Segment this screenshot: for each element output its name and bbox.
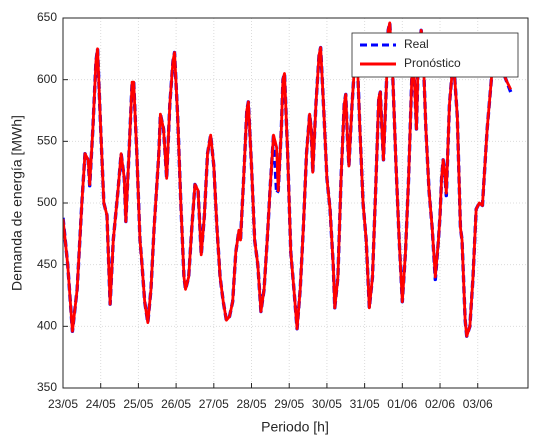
y-tick-label: 450 bbox=[37, 257, 57, 271]
x-tick-label: 03/06 bbox=[463, 397, 493, 411]
x-tick-label: 31/05 bbox=[350, 397, 380, 411]
y-axis-title: Demanda de energía [MWh] bbox=[9, 115, 25, 291]
x-tick-label: 02/06 bbox=[425, 397, 455, 411]
x-tick-label: 01/06 bbox=[387, 397, 417, 411]
y-tick-label: 500 bbox=[37, 195, 57, 209]
x-tick-label: 26/05 bbox=[161, 397, 191, 411]
plot-frame bbox=[62, 17, 529, 389]
x-tick-label: 27/05 bbox=[199, 397, 229, 411]
y-tick-label: 350 bbox=[37, 380, 57, 394]
y-tick-label: 550 bbox=[37, 134, 57, 148]
x-axis-title: Periodo [h] bbox=[261, 419, 329, 435]
x-tick-label: 25/05 bbox=[123, 397, 153, 411]
series-line bbox=[63, 21, 512, 338]
y-tick-label: 600 bbox=[37, 72, 57, 86]
y-tick-label: 400 bbox=[37, 319, 57, 333]
legend-label: Pronóstico bbox=[404, 56, 461, 70]
x-tick-label: 24/05 bbox=[86, 397, 116, 411]
x-tick-label: 29/05 bbox=[274, 397, 304, 411]
legend-box bbox=[351, 32, 519, 78]
x-tick-label: 30/05 bbox=[312, 397, 342, 411]
legend-label: Real bbox=[404, 37, 429, 51]
y-tick-label: 650 bbox=[37, 10, 57, 24]
x-tick-label: 28/05 bbox=[236, 397, 266, 411]
x-tick-label: 23/05 bbox=[48, 397, 78, 411]
